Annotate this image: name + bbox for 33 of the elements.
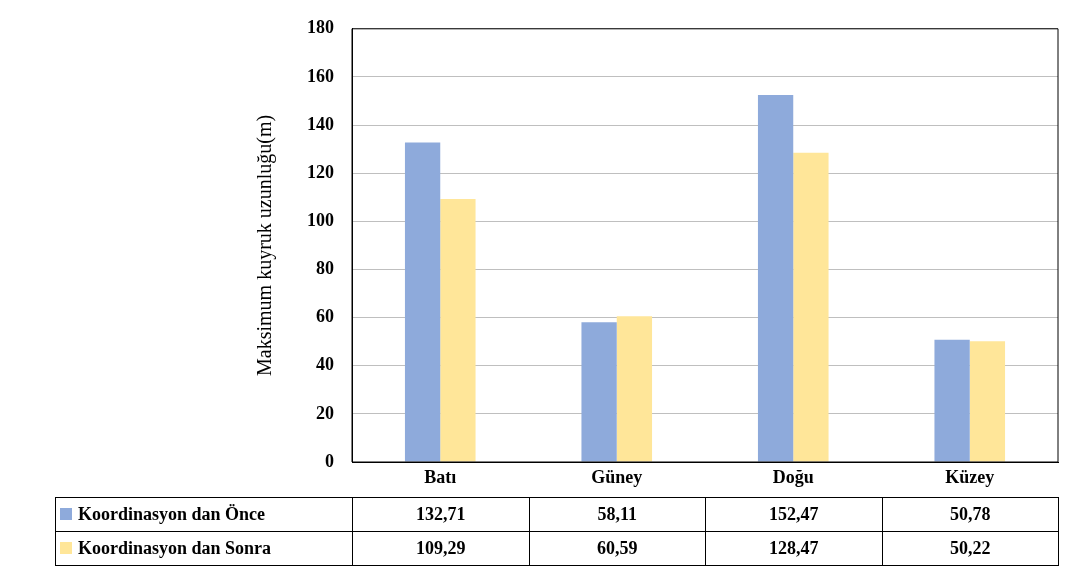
y-tick-label: 120 (307, 161, 334, 182)
bar (757, 95, 794, 462)
y-tick-label: 100 (307, 209, 334, 230)
legend-label: Koordinasyon dan Önce (78, 504, 266, 524)
bar (581, 322, 617, 462)
bar (404, 142, 441, 462)
legend-label: Koordinasyon dan Sonra (78, 538, 272, 558)
bar (440, 198, 476, 462)
x-tick-label: Batı (424, 467, 457, 488)
bar (616, 316, 653, 462)
y-tick-label: 40 (316, 354, 334, 375)
bar (793, 152, 829, 462)
data-label: 109,29 (352, 531, 529, 566)
y-tick-label: 20 (316, 402, 334, 423)
y-tick-label: 180 (307, 17, 334, 38)
data-label: 58,11 (529, 497, 706, 532)
data-label: 128,47 (705, 531, 882, 566)
data-label: 132,71 (352, 497, 529, 532)
y-tick-label: 140 (307, 113, 334, 134)
y-tick-label: 160 (307, 65, 334, 86)
x-tick-label: Doğu (772, 467, 814, 488)
bar (969, 341, 1006, 462)
y-axis-title: Maksimum kuyruk uzunluğu(m) (253, 114, 277, 376)
y-tick-label: 0 (325, 450, 334, 471)
x-tick-label: Küzey (945, 467, 995, 488)
data-label: 152,47 (705, 497, 882, 532)
y-tick-label: 80 (316, 258, 334, 279)
bar (934, 339, 970, 462)
y-tick-label: 60 (316, 306, 334, 327)
data-label: 50,78 (882, 497, 1059, 532)
data-label: 60,59 (529, 531, 706, 566)
data-label: 50,22 (882, 531, 1059, 566)
x-tick-label: Güney (591, 467, 643, 488)
